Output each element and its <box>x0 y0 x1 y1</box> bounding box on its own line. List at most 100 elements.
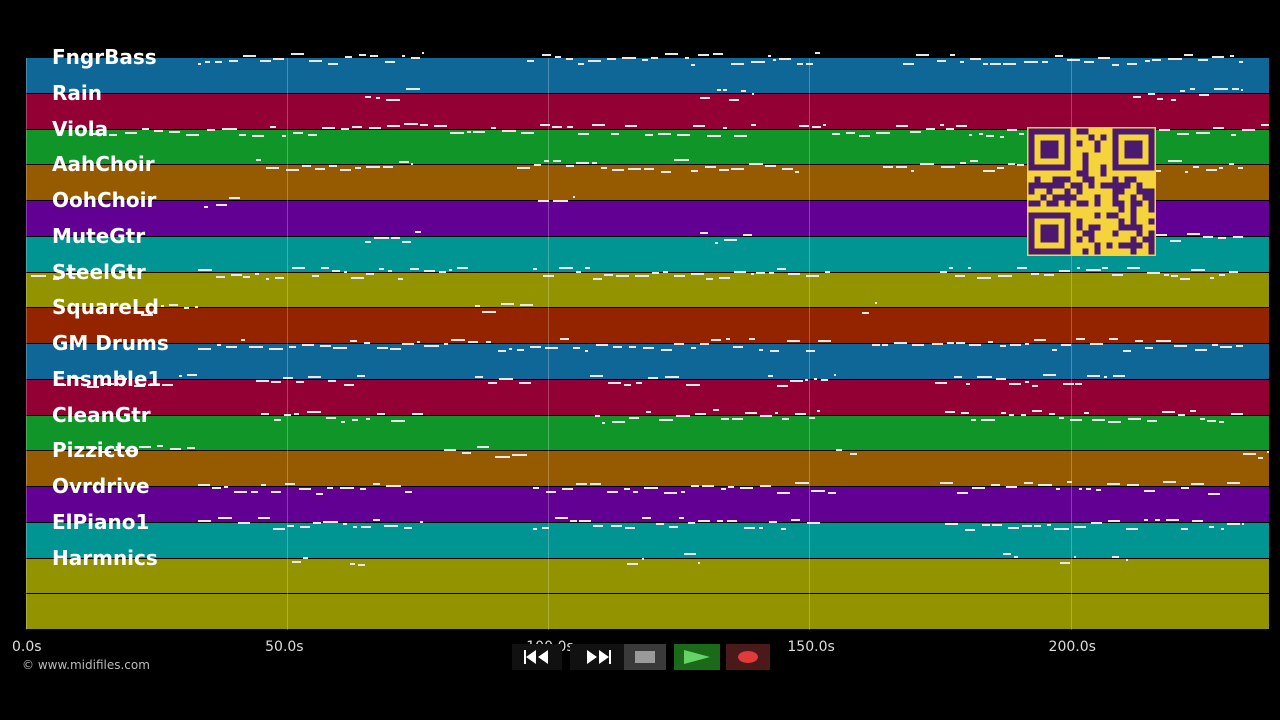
stop-icon <box>635 651 655 663</box>
note-mark <box>990 484 1000 487</box>
note-mark <box>283 376 293 379</box>
note-mark <box>537 200 549 202</box>
note-mark <box>487 382 498 385</box>
transport-controls <box>512 644 770 670</box>
note-mark <box>805 62 814 65</box>
note-mark <box>194 306 199 309</box>
note-mark <box>911 169 915 172</box>
note-mark <box>532 528 537 531</box>
note-mark <box>1122 349 1131 352</box>
note-mark <box>786 340 800 343</box>
note-mark <box>1089 343 1104 346</box>
note-mark <box>1181 527 1189 530</box>
note-mark <box>945 522 958 525</box>
note-mark <box>553 200 568 203</box>
note-mark <box>542 526 550 529</box>
note-mark <box>477 445 490 448</box>
note-mark <box>988 340 994 343</box>
note-mark <box>578 519 592 522</box>
note-mark <box>751 273 755 276</box>
note-mark <box>405 87 420 90</box>
note-mark <box>713 53 724 56</box>
note-mark <box>804 378 809 381</box>
note-mark <box>676 133 691 136</box>
note-mark <box>903 63 914 66</box>
note-mark <box>243 54 256 57</box>
note-mark <box>312 521 321 524</box>
note-mark <box>732 346 743 349</box>
play-button[interactable] <box>674 644 720 670</box>
note-mark <box>745 411 758 414</box>
note-mark <box>934 382 947 385</box>
track-label: Ensmble1 <box>52 366 162 391</box>
note-mark <box>372 518 380 521</box>
note-mark <box>954 375 962 378</box>
note-mark <box>1220 345 1233 348</box>
note-mark <box>86 385 99 388</box>
note-mark <box>261 483 266 486</box>
stop-button[interactable] <box>624 644 666 670</box>
note-mark <box>351 126 362 129</box>
note-mark <box>204 60 211 63</box>
note-mark <box>302 344 314 347</box>
note-mark <box>1184 171 1189 174</box>
note-mark <box>749 338 755 341</box>
note-mark <box>759 485 771 488</box>
note-mark <box>1176 133 1190 136</box>
note-mark <box>968 133 972 136</box>
note-mark <box>1112 64 1120 67</box>
note-mark <box>817 339 831 342</box>
note-mark <box>416 340 420 343</box>
note-mark <box>238 134 246 137</box>
note-mark <box>272 527 286 530</box>
note-mark <box>482 311 496 314</box>
track-lane <box>26 594 1269 629</box>
note-mark <box>965 528 975 531</box>
note-mark <box>444 342 448 345</box>
note-mark <box>781 528 787 531</box>
note-mark <box>1146 419 1158 422</box>
note-mark <box>491 127 497 130</box>
note-mark <box>448 268 452 271</box>
note-mark <box>713 409 719 412</box>
note-mark <box>376 413 385 416</box>
note-mark <box>211 487 221 490</box>
note-mark <box>1165 518 1180 521</box>
note-mark <box>234 490 247 493</box>
note-mark <box>1226 522 1240 525</box>
track-lane <box>26 93 1269 129</box>
note-mark <box>259 60 272 63</box>
note-mark <box>1198 58 1208 61</box>
note-mark <box>255 159 262 162</box>
note-mark <box>607 382 621 385</box>
record-button[interactable] <box>726 644 770 670</box>
note-mark <box>1227 482 1240 485</box>
note-mark <box>1075 337 1086 340</box>
note-mark <box>275 277 285 279</box>
note-mark <box>595 414 600 417</box>
note-mark <box>356 374 366 377</box>
note-mark <box>996 378 1007 381</box>
fast-forward-button[interactable] <box>570 644 626 670</box>
note-mark <box>561 488 573 491</box>
note-mark <box>1112 273 1124 276</box>
note-mark <box>645 410 652 413</box>
note-mark <box>52 278 59 281</box>
note-mark <box>628 416 640 419</box>
track-label: AahChoir <box>52 152 155 177</box>
rewind-button[interactable] <box>512 644 562 670</box>
track-lane <box>26 58 1269 93</box>
note-mark <box>701 485 715 488</box>
note-mark <box>1242 522 1245 525</box>
tick-label: 150.0s <box>787 639 835 655</box>
note-mark <box>230 273 242 276</box>
note-mark <box>512 453 527 456</box>
note-mark <box>66 273 78 276</box>
note-mark <box>621 56 636 59</box>
note-mark <box>751 93 754 96</box>
note-mark <box>813 378 817 381</box>
note-mark <box>1167 159 1182 162</box>
note-mark <box>1018 132 1024 135</box>
note-mark <box>1135 340 1143 343</box>
note-mark <box>756 272 766 275</box>
